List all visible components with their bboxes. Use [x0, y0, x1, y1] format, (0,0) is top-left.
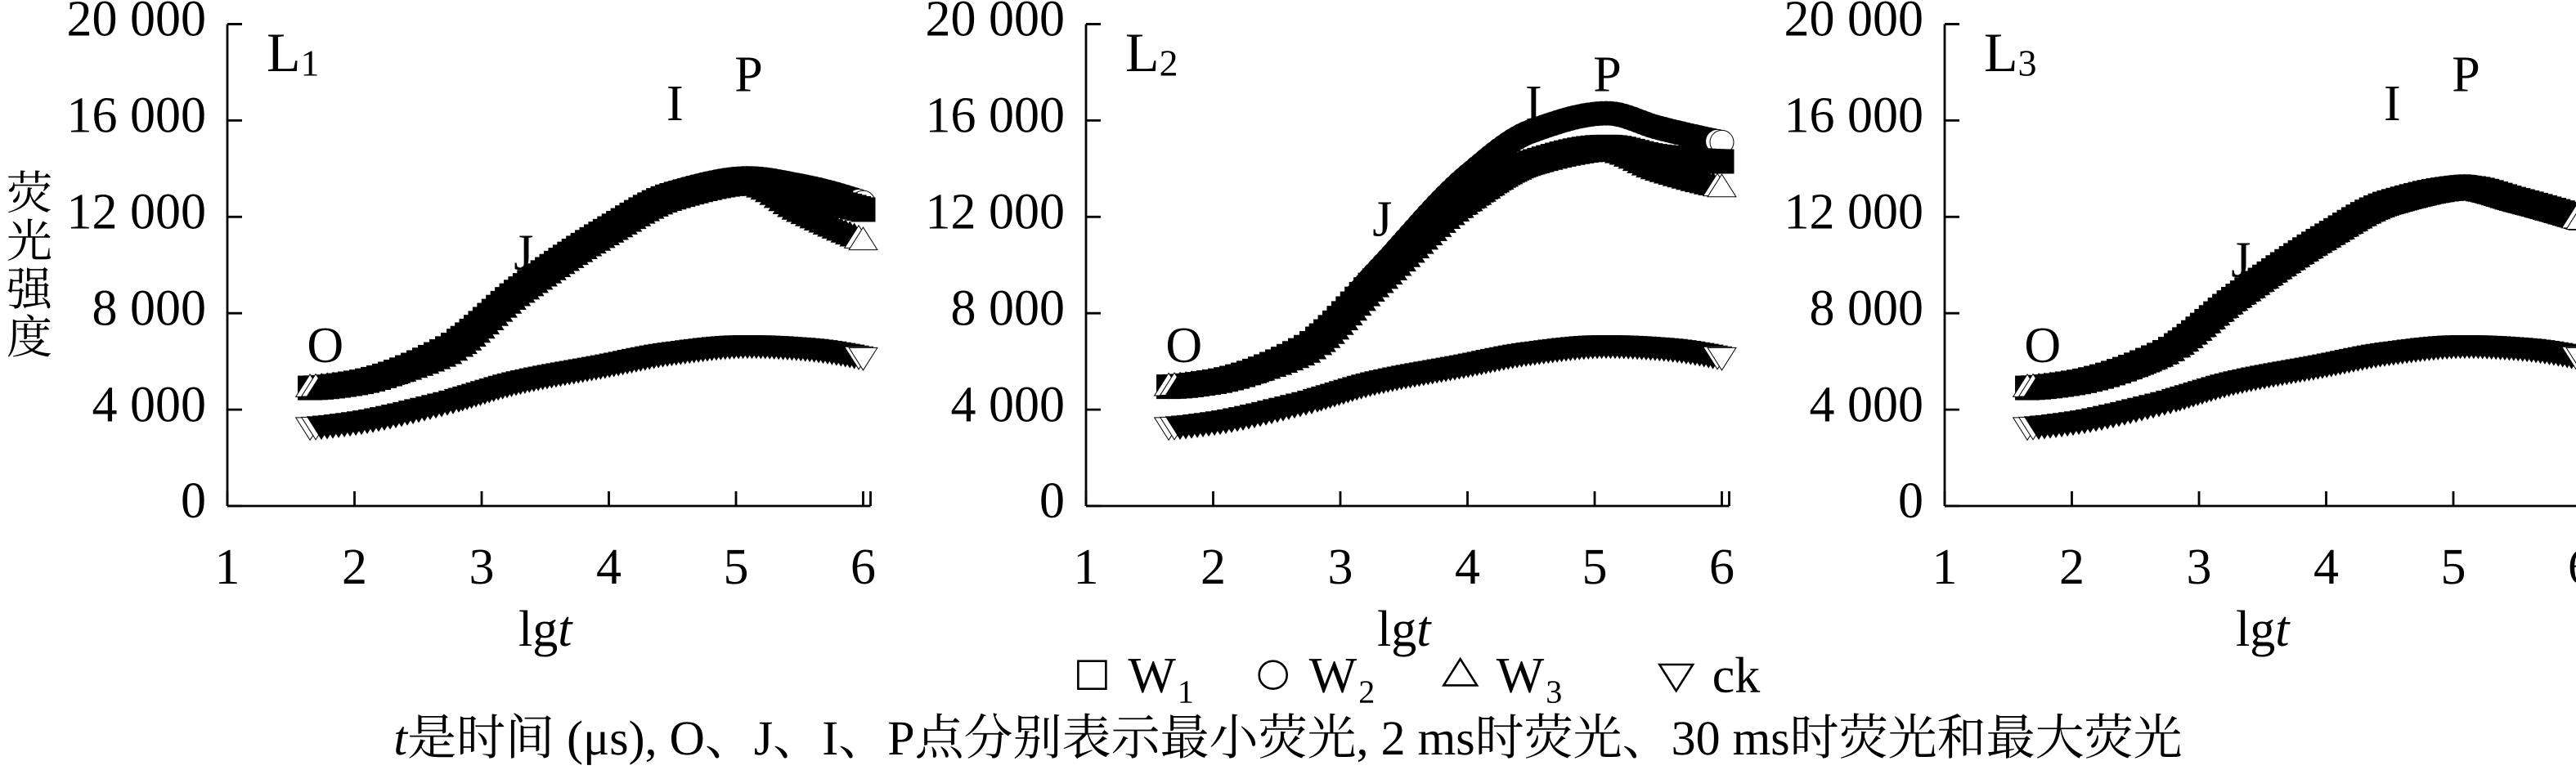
svg-text:4 000: 4 000: [92, 377, 207, 432]
svg-text:6: 6: [850, 539, 876, 595]
svg-text:O: O: [2024, 318, 2061, 374]
svg-text:lgt: lgt: [1377, 602, 1432, 657]
svg-text:5: 5: [724, 539, 749, 595]
svg-text:1: 1: [1074, 539, 1099, 595]
svg-text:P: P: [734, 47, 762, 103]
svg-text:4: 4: [2313, 539, 2339, 595]
svg-text:2: 2: [2059, 539, 2085, 595]
svg-text:8 000: 8 000: [1810, 280, 1924, 336]
svg-text:lgt: lgt: [2236, 602, 2291, 657]
svg-text:20 000: 20 000: [67, 0, 207, 47]
svg-text:4: 4: [596, 539, 622, 595]
svg-text:6: 6: [2568, 539, 2576, 595]
svg-text:lgt: lgt: [518, 602, 573, 657]
svg-text:P: P: [2452, 47, 2480, 103]
svg-text:12 000: 12 000: [926, 185, 1066, 240]
svg-text:5: 5: [1582, 539, 1608, 595]
svg-text:I: I: [2384, 76, 2401, 132]
svg-text:J: J: [1372, 191, 1392, 247]
svg-text:2: 2: [342, 539, 367, 595]
svg-text:5: 5: [2441, 539, 2466, 595]
svg-text:I: I: [666, 76, 684, 132]
svg-text:16 000: 16 000: [1784, 88, 1924, 144]
svg-text:8 000: 8 000: [92, 280, 207, 336]
svg-text:4 000: 4 000: [951, 377, 1066, 432]
svg-text:4: 4: [1455, 539, 1480, 595]
svg-text:O: O: [307, 318, 343, 374]
svg-text:2: 2: [1200, 539, 1226, 595]
svg-text:3: 3: [469, 539, 495, 595]
svg-text:20 000: 20 000: [1784, 0, 1924, 47]
svg-text:16 000: 16 000: [67, 88, 207, 144]
svg-text:6: 6: [1709, 539, 1735, 595]
svg-text:12 000: 12 000: [1784, 185, 1924, 240]
svg-text:12 000: 12 000: [67, 185, 207, 240]
svg-text:3: 3: [1328, 539, 1353, 595]
svg-text:3: 3: [2187, 539, 2212, 595]
svg-text:4 000: 4 000: [1810, 377, 1924, 432]
svg-text:0: 0: [181, 473, 206, 529]
svg-text:0: 0: [1898, 473, 1923, 529]
svg-text:1: 1: [1932, 539, 1958, 595]
svg-text:J: J: [2231, 232, 2251, 288]
svg-text:I: I: [1525, 76, 1542, 132]
svg-text:8 000: 8 000: [951, 280, 1066, 336]
svg-text:20 000: 20 000: [926, 0, 1066, 47]
svg-text:O: O: [1165, 318, 1202, 374]
svg-text:J: J: [514, 226, 533, 281]
svg-text:16 000: 16 000: [926, 88, 1066, 144]
svg-text:P: P: [1593, 47, 1621, 103]
svg-text:0: 0: [1039, 473, 1065, 529]
svg-text:1: 1: [215, 539, 240, 595]
